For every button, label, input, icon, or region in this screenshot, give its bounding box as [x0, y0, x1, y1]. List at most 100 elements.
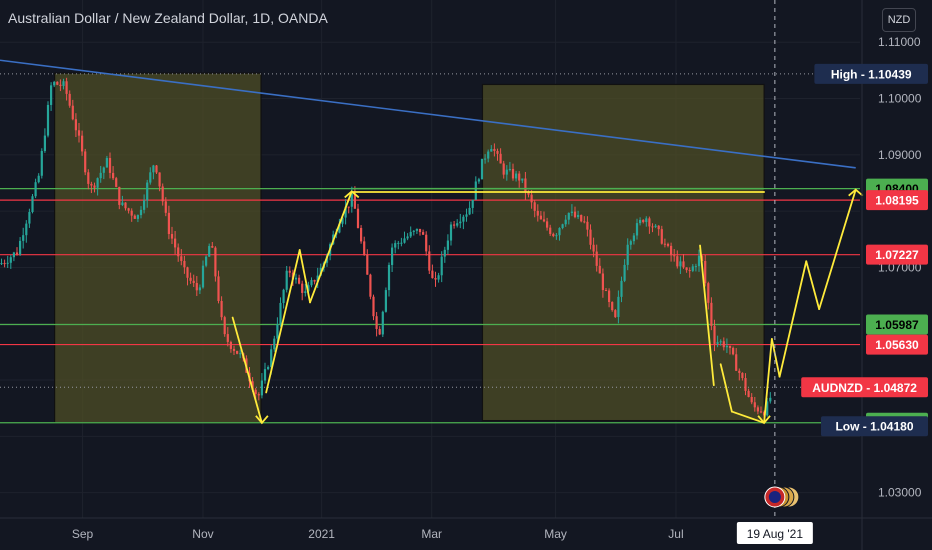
price-label-bg — [866, 190, 928, 211]
candle-body — [220, 301, 223, 318]
currency-button[interactable]: NZD — [882, 8, 916, 32]
candle-body — [208, 246, 211, 257]
candle-body — [484, 158, 487, 160]
candle-body — [257, 394, 260, 396]
price-label: 1.08195 — [866, 190, 928, 211]
candle-body — [239, 353, 242, 355]
candle-body — [573, 211, 577, 218]
candle-body — [174, 238, 177, 248]
candle-body — [136, 215, 139, 219]
cursor-date-label: 19 Aug '21 — [736, 522, 813, 544]
candle-body — [279, 302, 282, 325]
price-label: 1.05630 — [866, 334, 928, 355]
candle-body — [301, 283, 304, 293]
candle-body — [738, 370, 741, 373]
candle-body — [127, 208, 130, 211]
candle-body — [542, 219, 546, 222]
candle-body — [130, 210, 133, 216]
candle-body — [505, 169, 508, 175]
candle-body — [118, 186, 121, 205]
candle-body — [459, 221, 462, 224]
candle-body — [511, 168, 515, 179]
candle-body — [456, 223, 459, 226]
x-tick-label: Jul — [668, 527, 683, 541]
candle-body — [446, 240, 449, 250]
candle-body — [372, 296, 375, 317]
candle-body — [105, 158, 108, 168]
candle-body — [527, 192, 530, 195]
candle-body — [412, 230, 415, 232]
y-tick-label: 1.11000 — [878, 35, 921, 49]
candle-body — [719, 341, 722, 343]
candle-body — [428, 251, 431, 271]
x-tick-label: Nov — [192, 527, 213, 541]
candle-body — [158, 172, 161, 187]
candle-body — [9, 257, 12, 263]
price-label-bg — [814, 63, 928, 84]
y-tick-label: 1.09000 — [878, 148, 922, 162]
candle-body — [670, 245, 673, 256]
candle-body — [524, 178, 527, 193]
price-label-bg — [866, 244, 928, 265]
candle-body — [601, 273, 604, 291]
candle-body — [468, 207, 471, 215]
candle-body — [6, 262, 9, 264]
candle-body — [149, 172, 152, 183]
candle-body — [40, 151, 43, 176]
candle-body — [400, 242, 403, 244]
candle-body — [651, 226, 654, 228]
y-tick-label: 1.03000 — [878, 486, 922, 500]
candle-body — [273, 338, 276, 350]
event-flag-icon — [764, 486, 800, 508]
candle-body — [583, 221, 586, 223]
candle-body — [68, 93, 71, 106]
cursor-date-bg — [736, 522, 813, 544]
candle-body — [697, 255, 701, 267]
candle-body — [15, 252, 19, 255]
candle-body — [276, 324, 279, 339]
candle-body — [56, 81, 59, 85]
candle-body — [384, 290, 387, 312]
candle-body — [307, 285, 310, 292]
event-flag-icon-core — [768, 491, 781, 503]
candle-body — [112, 172, 115, 179]
candle-body — [437, 275, 440, 280]
candle-body — [214, 247, 217, 277]
candle-body — [124, 202, 127, 209]
price-label: 1.07227 — [866, 244, 928, 265]
candle-body — [217, 276, 220, 302]
candle-body — [406, 236, 409, 239]
candle-body — [530, 194, 533, 203]
candle-body — [167, 212, 170, 235]
price-label-text: 1.07227 — [875, 248, 919, 262]
candle-body — [34, 182, 37, 197]
candle-body — [102, 167, 105, 173]
candle-body — [666, 243, 670, 246]
candle-body — [676, 256, 679, 267]
candle-body — [391, 247, 394, 265]
candle-body — [549, 227, 552, 234]
pattern-arrowhead — [255, 415, 269, 425]
candle-body — [43, 135, 46, 152]
candle-body — [415, 228, 418, 231]
candle-body — [316, 275, 319, 282]
candle-body — [518, 173, 521, 181]
candle-body — [663, 243, 666, 245]
candle-body — [22, 235, 25, 241]
candle-body — [25, 223, 28, 236]
pattern-arrowhead — [344, 190, 360, 199]
candle-body — [298, 277, 301, 284]
pattern-segment — [309, 190, 353, 304]
candle-body — [570, 211, 573, 213]
candle-body — [611, 302, 614, 311]
candle-body — [595, 251, 598, 266]
candle-body — [691, 266, 694, 271]
candle-body — [397, 242, 400, 244]
x-tick-label: May — [544, 527, 567, 541]
candle-body — [744, 378, 747, 391]
candle-body — [195, 283, 198, 291]
candle-body — [143, 200, 146, 210]
candle-body — [294, 277, 298, 280]
candle-body — [422, 232, 425, 235]
